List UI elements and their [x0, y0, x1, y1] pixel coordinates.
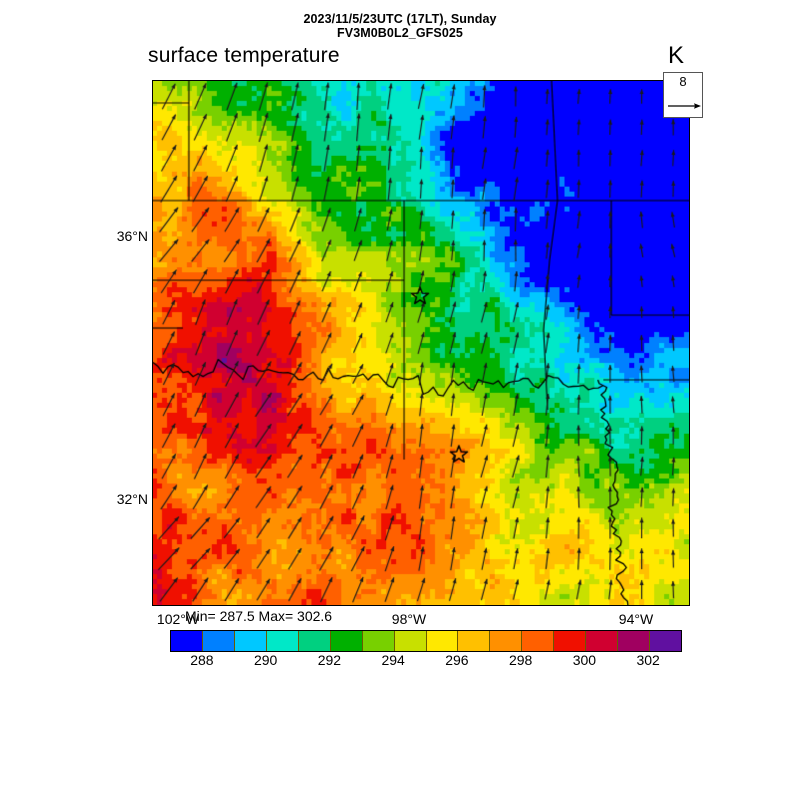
lon-tick-98w: 98°W: [391, 611, 427, 627]
colorbar-cell-13: [586, 631, 619, 651]
colorbar-cell-0: [171, 631, 203, 651]
colorbar-tick-300: 300: [572, 652, 597, 668]
lon-tick-94w: 94°W: [618, 611, 654, 627]
units-label: K: [668, 42, 685, 69]
colorbar-tick-294: 294: [381, 652, 405, 668]
colorbar-cell-4: [298, 631, 331, 651]
colorbar-tick-302: 302: [636, 652, 660, 668]
colorbar-cell-6: [362, 631, 395, 651]
colorbar-tick-290: 290: [253, 652, 278, 668]
colorbar-cell-15: [650, 631, 681, 651]
colorbar-cell-8: [426, 631, 459, 651]
colorbar-cell-9: [458, 631, 491, 651]
colorbar-cell-5: [330, 631, 363, 651]
map-plot-area[interactable]: [152, 80, 690, 606]
temperature-heatmap-canvas: [153, 81, 689, 605]
colorbar-cell-12: [554, 631, 587, 651]
colorbar-cell-14: [618, 631, 651, 651]
colorbar-cell-2: [234, 631, 267, 651]
colorbar-tick-292: 292: [317, 652, 342, 668]
lon-tick-102w: 102°W: [156, 611, 200, 627]
min-max-statistics: Min= 287.5 Max= 302.6: [185, 608, 333, 624]
colorbar-cell-10: [490, 631, 523, 651]
colorbar-cell-1: [202, 631, 235, 651]
datetime-heading: 2023/11/5/23UTC (17LT), Sunday: [303, 12, 497, 26]
colorbar: [170, 630, 682, 652]
page-title: surface temperature: [148, 44, 340, 67]
colorbar-cell-11: [522, 631, 555, 651]
lat-tick-32n: 32°N: [116, 491, 148, 507]
header-block: 2023/11/5/23UTC (17LT), Sunday FV3M0B0L2…: [0, 12, 800, 40]
colorbar-tick-296: 296: [445, 652, 469, 668]
vector-reference-key: 8: [663, 72, 703, 118]
colorbar-tick-298: 298: [508, 652, 533, 668]
colorbar-cell-7: [394, 631, 427, 651]
colorbar-tick-288: 288: [190, 652, 214, 668]
right-arrow-icon: [668, 103, 701, 109]
colorbar-cell-3: [266, 631, 299, 651]
vector-key-magnitude: 8: [679, 74, 687, 89]
model-heading: FV3M0B0L2_GFS025: [337, 26, 463, 40]
lat-tick-36n: 36°N: [116, 228, 148, 244]
